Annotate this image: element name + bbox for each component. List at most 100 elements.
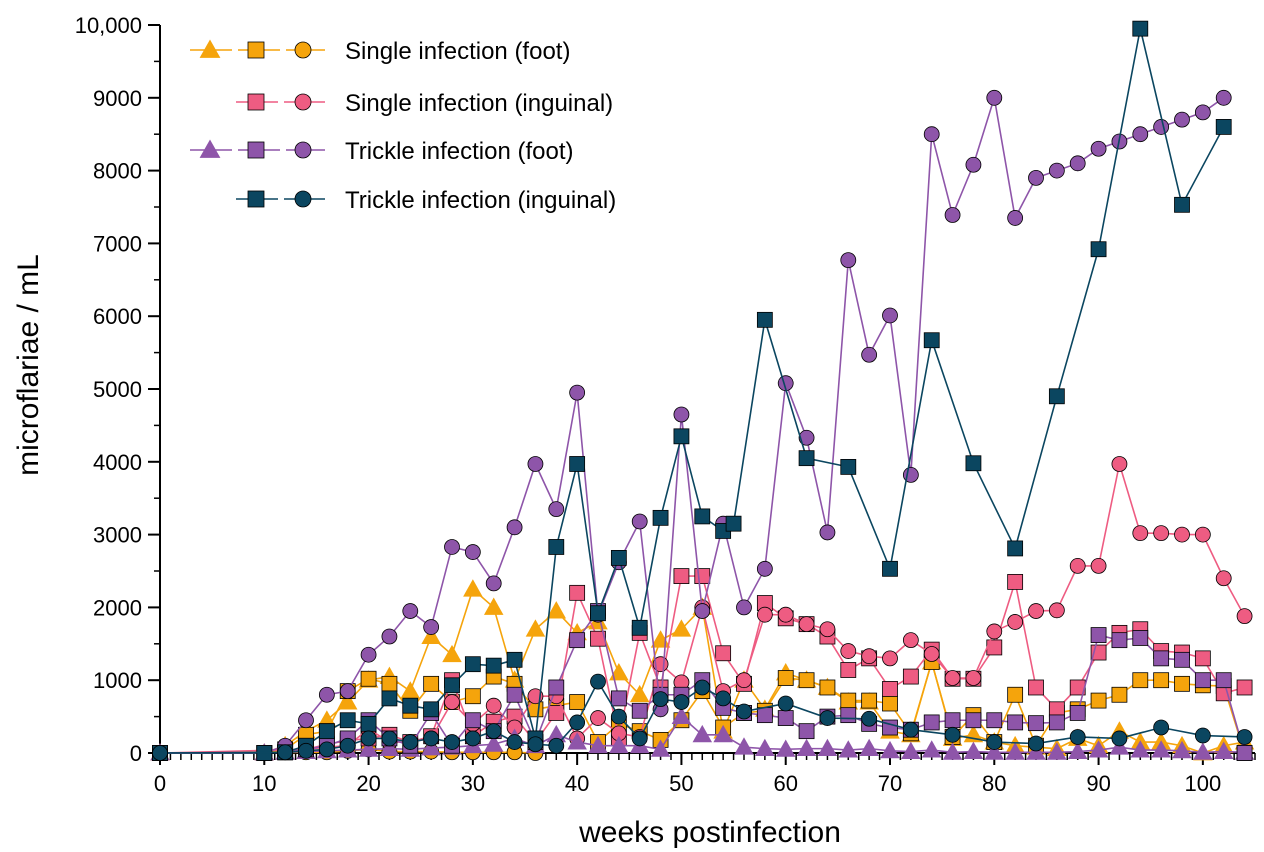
data-point-square (861, 692, 878, 709)
x-tick-label: 70 (878, 771, 902, 796)
data-point-circle (631, 730, 648, 747)
data-point-square (882, 560, 898, 577)
legend-entry: Single infection (inguinal) (236, 90, 613, 117)
data-point-triangle (650, 739, 671, 757)
axes (148, 24, 1256, 765)
plot-area (150, 20, 1255, 761)
data-point-square (986, 712, 1003, 729)
data-point-square (569, 456, 586, 472)
data-point-circle (298, 712, 314, 729)
data-point-square (590, 630, 606, 647)
x-tick-label: 30 (461, 771, 485, 796)
data-point-square (1174, 651, 1190, 668)
data-point-square (339, 712, 356, 729)
data-point-circle (756, 560, 773, 577)
data-point-circle (986, 89, 1003, 106)
data-point-circle (986, 734, 1003, 750)
data-point-square (464, 712, 481, 729)
y-tick-label: 5000 (93, 377, 142, 402)
data-point-circle (360, 646, 377, 663)
data-point-square (1028, 715, 1044, 732)
data-point-circle (986, 623, 1003, 640)
data-point-square (1007, 540, 1024, 557)
data-point-circle (1007, 614, 1024, 630)
x-tick-label: 100 (1184, 771, 1221, 796)
data-point-square (1111, 632, 1128, 649)
data-point-square (1090, 692, 1107, 709)
y-tick-label: 0 (130, 741, 142, 766)
data-point-square (1174, 675, 1190, 692)
data-point-circle (965, 670, 982, 686)
data-point-triangle (1172, 740, 1192, 759)
data-point-square (923, 714, 940, 731)
data-point-circle (715, 690, 732, 707)
data-point-square (318, 723, 335, 740)
data-point-circle (1111, 456, 1128, 472)
series-line (160, 97, 1225, 754)
data-point-circle (423, 619, 440, 635)
data-point-square (840, 662, 857, 678)
data-point-square (777, 710, 794, 726)
data-point-circle (673, 694, 690, 710)
data-point-square (673, 568, 690, 584)
data-point-square (548, 679, 565, 696)
legend-marker-circle (294, 190, 312, 208)
data-point-square (1007, 686, 1024, 703)
legend-entry: Trickle infection (foot) (190, 138, 574, 165)
data-point-triangle (567, 732, 587, 750)
data-point-square (902, 668, 919, 685)
data-point-circle (527, 736, 544, 753)
legend-marker-triangle (199, 39, 221, 58)
legend-entry: Single infection (foot) (190, 38, 570, 65)
data-point-circle (339, 683, 356, 700)
data-point-circle (1215, 89, 1232, 106)
data-point-circle (1215, 570, 1232, 587)
data-point-circle (485, 723, 502, 740)
data-point-triangle (525, 619, 546, 637)
data-point-circle (1132, 126, 1149, 143)
data-point-square (485, 657, 502, 674)
data-point-circle (861, 710, 878, 727)
data-point-circle (277, 744, 294, 761)
data-point-circle (506, 734, 523, 750)
data-point-triangle (546, 601, 567, 619)
data-point-square (1236, 745, 1253, 761)
data-point-circle (1028, 603, 1044, 619)
data-point-triangle (963, 741, 984, 759)
data-point-circle (923, 646, 940, 662)
data-point-square (1215, 672, 1232, 689)
data-point-triangle (629, 684, 650, 703)
x-tick-label: 60 (773, 771, 797, 796)
data-point-circle (360, 730, 377, 747)
data-point-triangle (692, 724, 713, 743)
data-point-square (1090, 627, 1107, 643)
data-point-circle (902, 632, 919, 649)
data-point-triangle (483, 597, 504, 615)
data-point-square (798, 450, 815, 467)
data-point-circle (1153, 525, 1170, 542)
data-point-circle (819, 710, 836, 726)
data-point-square (569, 584, 586, 601)
data-point-circle (1194, 526, 1211, 543)
data-point-square (756, 707, 773, 724)
data-point-square (423, 675, 440, 692)
data-point-square (1090, 241, 1107, 258)
legend-marker-square (247, 190, 265, 208)
data-point-triangle (775, 739, 796, 757)
data-point-circle (819, 524, 836, 541)
data-point-circle (464, 544, 481, 560)
series-9 (152, 673, 1253, 761)
data-point-square (464, 656, 481, 673)
x-tick-label: 0 (154, 771, 166, 796)
data-point-circle (861, 648, 878, 665)
data-point-triangle (838, 740, 859, 758)
data-point-triangle (880, 740, 900, 759)
data-point-circle (590, 710, 606, 726)
data-point-square (569, 694, 586, 710)
data-point-square (444, 677, 460, 694)
data-point-square (423, 701, 440, 718)
legend-marker-circle (294, 141, 312, 159)
data-point-circle (777, 606, 794, 623)
y-tick-label: 7000 (93, 231, 142, 256)
data-point-circle (736, 703, 752, 720)
